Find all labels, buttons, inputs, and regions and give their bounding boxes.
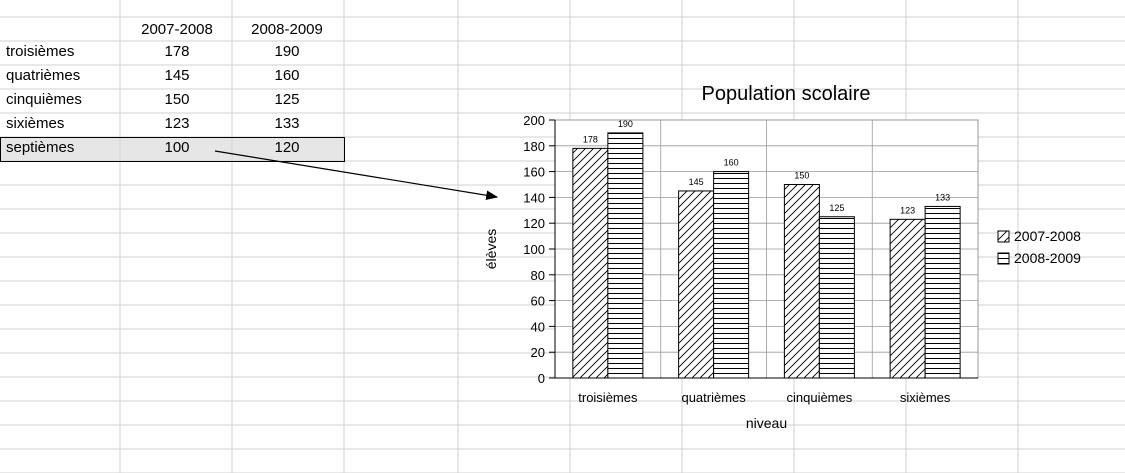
bar-quatrièmes-2007-2008[interactable] (678, 190, 715, 379)
y-tick-label: 120 (523, 216, 545, 231)
cell-cinquiemes-2008-2009[interactable]: 125 (274, 91, 300, 108)
bar-cinquièmes-2007-2008[interactable] (783, 184, 820, 379)
cell-troisiemes-2008-2009[interactable]: 190 (274, 43, 300, 60)
y-tick-label: 140 (523, 190, 545, 205)
data-label: 150 (794, 171, 809, 181)
data-label: 145 (689, 177, 704, 187)
y-tick-label: 100 (523, 242, 545, 257)
column-header-2008-2009[interactable]: 2008-2009 (251, 21, 323, 38)
row-label-septiemes[interactable]: septièmes (6, 139, 75, 156)
row-label-sixiemes[interactable]: sixièmes (6, 115, 65, 132)
legend-swatch-2008-2009 (997, 252, 1010, 265)
selected-row-border (0, 137, 345, 162)
cell-sixiemes-2007-2008[interactable]: 123 (164, 115, 190, 132)
cell-septiemes-2008-2009[interactable]: 120 (274, 139, 300, 156)
legend-label: 2008-2009 (1014, 250, 1081, 266)
cell-sixiemes-2008-2009[interactable]: 133 (274, 115, 300, 132)
bar-troisièmes-2007-2008[interactable] (572, 147, 609, 379)
row-label-quatriemes[interactable]: quatrièmes (6, 67, 81, 84)
legend-label: 2007-2008 (1014, 228, 1081, 244)
cell-cinquiemes-2007-2008[interactable]: 150 (164, 91, 190, 108)
cell-septiemes-2007-2008[interactable]: 100 (164, 139, 190, 156)
x-tick-label: quatrièmes (681, 390, 746, 405)
arrow-connector (214, 150, 499, 200)
x-tick-label: cinquièmes (786, 390, 852, 405)
y-tick-label: 20 (531, 345, 545, 360)
y-tick-label: 200 (523, 113, 545, 128)
selected-row-highlight (0, 137, 344, 161)
chart-title: Population scolaire (702, 83, 871, 105)
cell-quatriemes-2008-2009[interactable]: 160 (274, 67, 300, 84)
y-tick-label: 40 (531, 319, 545, 334)
data-label: 123 (900, 205, 915, 215)
row-label-cinquiemes[interactable]: cinquièmes (6, 91, 82, 108)
bar-sixièmes-2007-2008[interactable] (889, 218, 926, 379)
y-tick-label: 0 (538, 371, 545, 386)
row-label-troisiemes[interactable]: troisièmes (6, 43, 75, 60)
data-label: 178 (583, 134, 598, 144)
x-tick-label: troisièmes (578, 390, 638, 405)
data-label: 133 (935, 192, 950, 202)
column-header-2007-2008[interactable]: 2007-2008 (141, 21, 213, 38)
data-label: 125 (829, 203, 844, 213)
bar-cinquièmes-2008-2009[interactable] (818, 216, 855, 379)
x-axis-label: niveau (746, 415, 787, 431)
data-label: 160 (724, 158, 739, 168)
y-tick-label: 180 (523, 139, 545, 154)
y-axis-label: élèves (483, 229, 499, 269)
bar-sixièmes-2008-2009[interactable] (924, 205, 961, 379)
bar-quatrièmes-2008-2009[interactable] (713, 171, 750, 379)
y-tick-label: 160 (523, 165, 545, 180)
legend-swatch-2007-2008 (997, 230, 1010, 243)
bar-chart[interactable]: Population scolaire 0 20 40 60 80 100 120 140 160… (476, 66, 1096, 446)
y-tick-label: 60 (531, 294, 545, 309)
cell-quatriemes-2007-2008[interactable]: 145 (164, 67, 190, 84)
data-label: 190 (618, 119, 633, 129)
x-tick-label: sixièmes (900, 390, 951, 405)
y-tick-label: 80 (531, 268, 545, 283)
bar-troisièmes-2008-2009[interactable] (607, 132, 644, 379)
cell-troisiemes-2007-2008[interactable]: 178 (164, 43, 190, 60)
